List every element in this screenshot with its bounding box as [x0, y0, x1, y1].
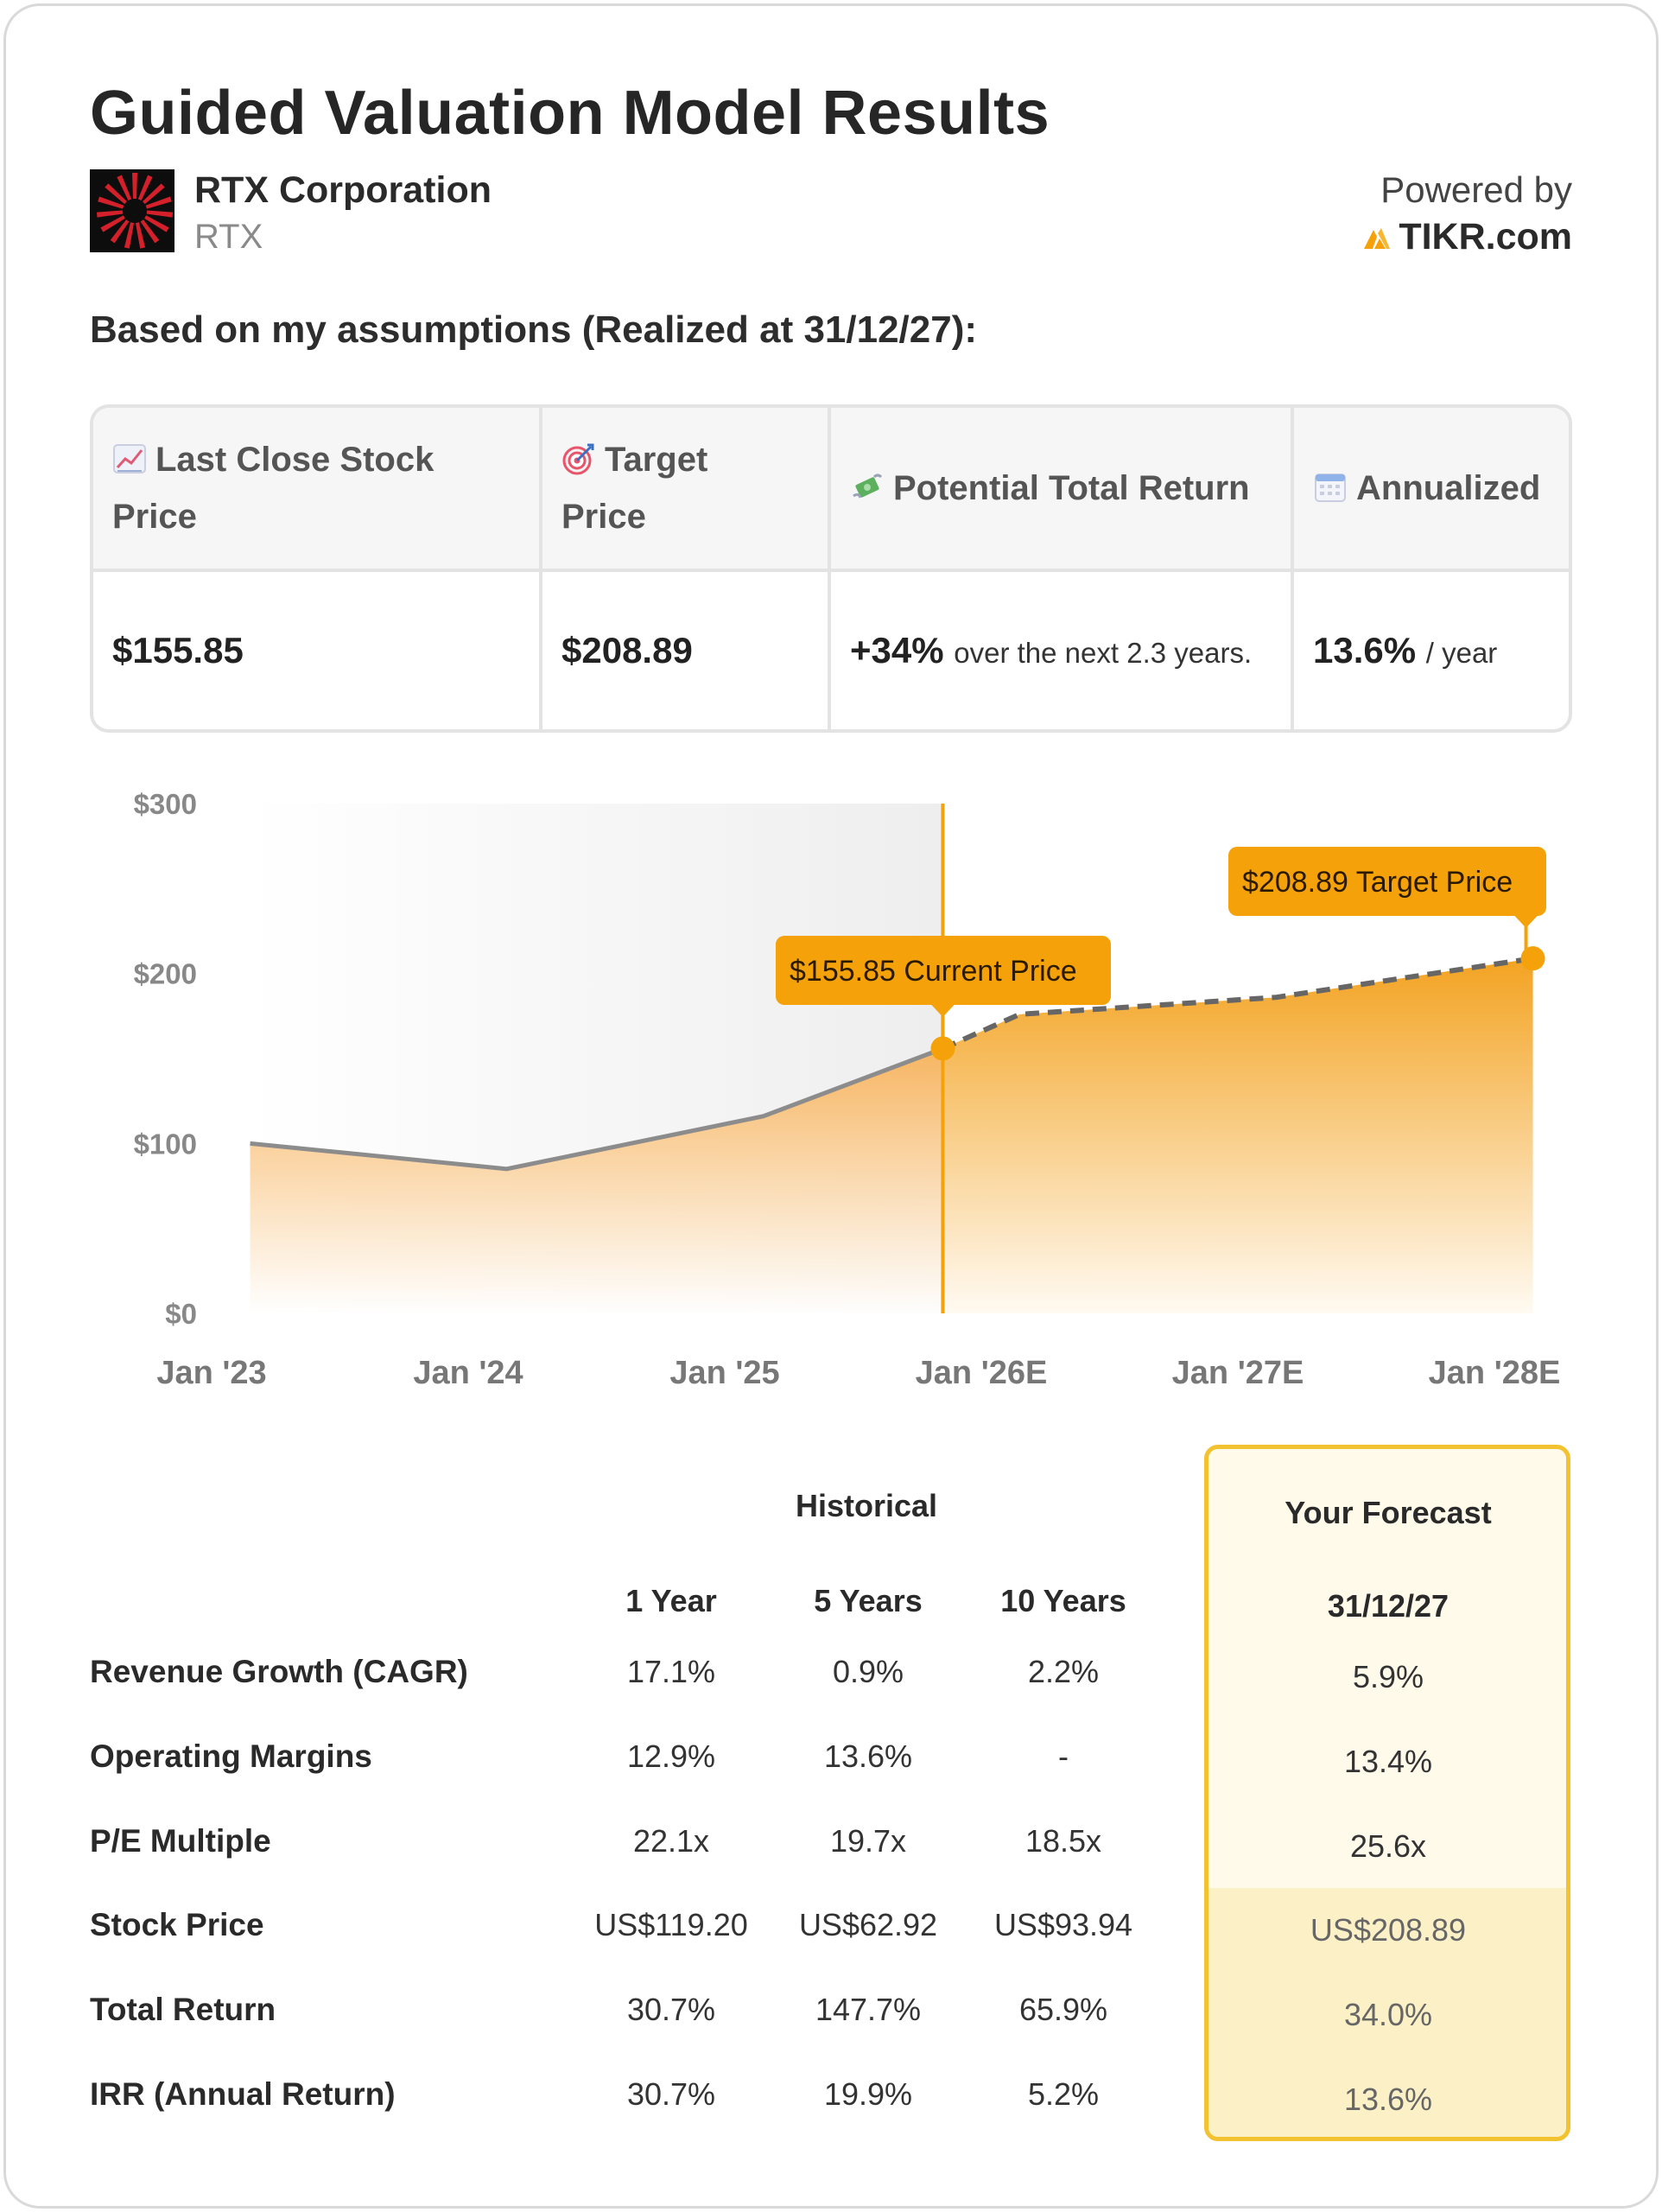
- y-tick-label: $0: [165, 1298, 197, 1330]
- y-tick-label: $100: [134, 1128, 197, 1160]
- target-price-callout-box: [1228, 847, 1546, 916]
- current-price-callout-box: [776, 936, 1111, 1005]
- forecast-line: [942, 956, 1533, 1052]
- assumptions-heading: Based on my assumptions (Realized at 31/…: [90, 308, 978, 351]
- company-logo: [90, 169, 174, 252]
- tikr-logo-icon: [1364, 227, 1391, 249]
- x-tick-label: Jan '26E: [916, 1355, 1048, 1391]
- last-close-value: $155.85: [93, 570, 542, 729]
- calendar-icon: [1315, 474, 1346, 502]
- money-wings-icon: [853, 474, 883, 499]
- y-tick-label: $200: [134, 958, 197, 990]
- powered-by-label: Powered by: [1380, 169, 1572, 210]
- chart-increasing-icon: [113, 444, 146, 474]
- target-price-callout-pointer: [1513, 915, 1538, 928]
- current-price-callout-pointer: [930, 1004, 955, 1017]
- potential-return-value: +34% over the next 2.3 years.: [829, 570, 1294, 729]
- annualized-value: 13.6% / year: [1313, 630, 1498, 671]
- tikr-brand-link[interactable]: TIKR.com: [1362, 216, 1572, 258]
- header-annualized: Annualized: [1292, 408, 1569, 572]
- page-title: Guided Valuation Model Results: [90, 79, 1050, 148]
- header-last-close: Last Close Stock Price: [93, 408, 542, 572]
- x-tick-label: Jan '25: [669, 1355, 779, 1391]
- rtx-logo-icon: [90, 169, 174, 252]
- y-tick-label: $300: [134, 788, 197, 820]
- current-price-callout-label: $155.85 Current Price: [790, 955, 1077, 988]
- x-tick-label: Jan '28E: [1429, 1355, 1561, 1391]
- target-price-callout-label: $208.89 Target Price: [1242, 866, 1513, 899]
- company-ticker: RTX: [194, 218, 263, 256]
- historical-line: [250, 1046, 944, 1172]
- summary-table: Last Close Stock Price Target Price: [90, 404, 1572, 733]
- x-tick-label: Jan '23: [156, 1355, 266, 1391]
- forecast-area: [942, 958, 1533, 1313]
- target-dart-icon: [562, 443, 594, 475]
- header-target-price: Target Price: [541, 408, 831, 572]
- target-price-value: $208.89: [541, 570, 831, 729]
- header-potential-return: Potential Total Return: [829, 408, 1294, 572]
- x-tick-label: Jan '24: [413, 1355, 523, 1391]
- x-tick-label: Jan '27E: [1172, 1355, 1304, 1391]
- company-name: RTX Corporation: [194, 169, 492, 211]
- price-chart: $300 $200 $100 $0 Jan '23 Jan '24 Jan '25 Jan '…: [134, 788, 1561, 1391]
- tikr-brand-text: TIKR.com: [1399, 216, 1572, 257]
